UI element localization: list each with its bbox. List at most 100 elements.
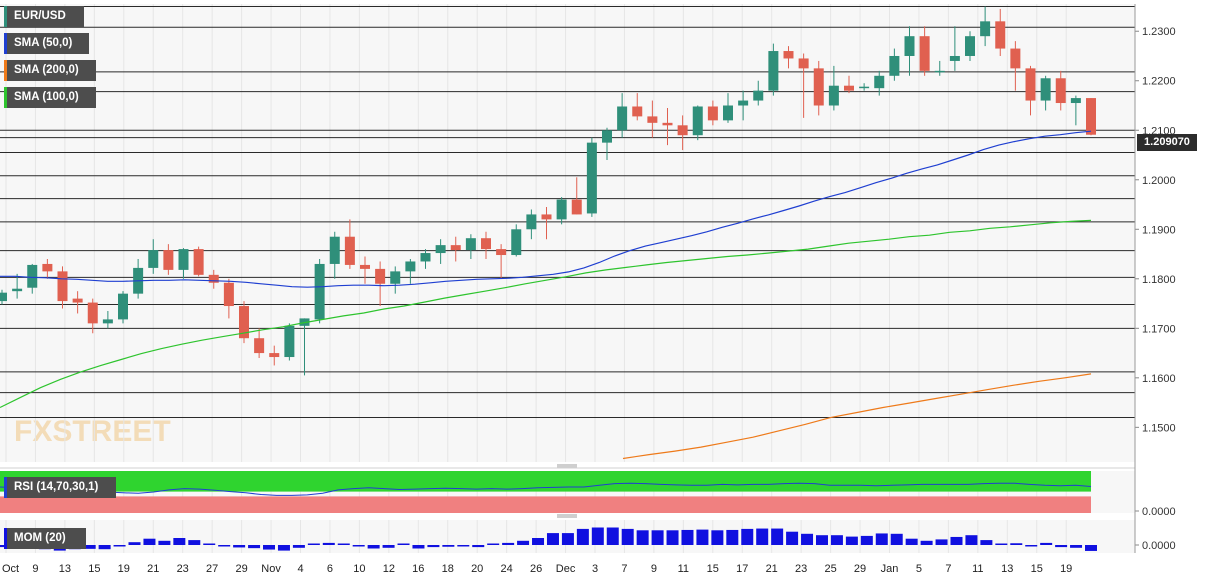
x-tick-label: 21	[147, 563, 159, 575]
mom-bar	[517, 540, 530, 545]
mom-bar	[472, 545, 485, 548]
candle-body	[1070, 98, 1081, 104]
candle-body	[965, 36, 975, 56]
y-tick-label: 1.1900	[1142, 224, 1176, 236]
mom-bar	[367, 545, 380, 549]
mom-bar	[263, 545, 276, 550]
legend-sma100[interactable]: SMA (100,0)	[4, 87, 96, 108]
mom-bar	[322, 542, 335, 545]
x-tick-label: 15	[707, 563, 719, 575]
y-tick-label: 1.2200	[1142, 76, 1176, 88]
candle-body	[118, 293, 128, 320]
candle-body	[102, 319, 113, 324]
mom-bar	[442, 545, 455, 547]
mom-bar	[113, 545, 126, 547]
mom-bar	[143, 538, 156, 545]
candle-body	[723, 105, 733, 121]
x-tick-label: 5	[916, 563, 922, 575]
candle-body	[632, 106, 643, 117]
candle-body	[617, 106, 628, 131]
candle-body	[193, 249, 204, 275]
candle-body	[1055, 78, 1066, 104]
mom-bar	[815, 535, 828, 545]
candle-body	[889, 55, 900, 76]
x-tick-label: 15	[1031, 563, 1043, 575]
candle-body	[269, 353, 280, 358]
mom-bar	[741, 528, 754, 545]
candle-body	[813, 68, 824, 106]
candle-body	[465, 238, 476, 251]
legend-rsi[interactable]: RSI (14,70,30,1)	[4, 477, 116, 498]
candle-body	[420, 253, 431, 262]
x-tick-label: Nov	[261, 563, 281, 575]
candle-body	[481, 238, 491, 250]
mom-bar	[0, 545, 6, 548]
mom-bar	[801, 533, 814, 545]
legend-symbol-label: EUR/USD	[14, 10, 66, 22]
candle-body	[526, 214, 537, 230]
mom-bar	[726, 529, 739, 545]
legend-sma50[interactable]: SMA (50,0)	[4, 33, 89, 54]
rsi-oversold-zone	[0, 496, 1091, 513]
mom-bar	[457, 545, 470, 547]
x-tick-label: 9	[651, 563, 657, 575]
fxstreet-watermark: FXSTREET	[14, 415, 171, 448]
mom-bar	[307, 543, 320, 545]
candle-body	[768, 51, 779, 91]
candle-body	[556, 199, 567, 220]
candle-body	[934, 70, 945, 73]
candle-body	[859, 86, 870, 89]
x-tick-label: 29	[235, 563, 247, 575]
mom-bar	[128, 542, 141, 545]
candle-body	[405, 261, 416, 272]
candle-body	[87, 302, 98, 324]
candle-body	[27, 264, 38, 288]
candle-body	[919, 36, 930, 71]
candle-body	[178, 249, 189, 270]
legend-sma200[interactable]: SMA (200,0)	[4, 60, 96, 81]
candle-body	[239, 306, 249, 339]
legend-rsi-label: RSI (14,70,30,1)	[14, 481, 99, 493]
x-tick-label: 26	[530, 563, 542, 575]
rsi-line	[0, 482, 1092, 496]
mom-bar	[397, 543, 410, 545]
legend-mom[interactable]: MOM (20)	[4, 528, 86, 549]
mom-bar	[666, 530, 679, 545]
last-price-tag: 1.209070	[1137, 134, 1197, 151]
sma200-line	[622, 373, 1092, 460]
mom-bar	[83, 545, 96, 549]
x-tick-label: 24	[501, 563, 513, 575]
y-tick-label: 1.1500	[1142, 422, 1176, 434]
mom-bar	[352, 545, 365, 547]
candle-body	[1010, 48, 1021, 69]
x-tick-label: 19	[118, 563, 130, 575]
candle-body	[738, 100, 749, 106]
candle-body	[647, 116, 658, 123]
legend-symbol[interactable]: EUR/USD	[4, 6, 84, 27]
x-tick-label: Oct	[2, 563, 19, 575]
panel-resize-handle	[557, 464, 577, 468]
candle-body	[0, 292, 7, 302]
mom-y-tick-label: 0.0000	[1142, 540, 1176, 552]
rsi-color-marker	[4, 477, 7, 498]
mom-bar	[950, 536, 963, 545]
candle-body	[949, 55, 960, 61]
candle-body	[208, 274, 219, 283]
y-tick-label: 1.2300	[1142, 26, 1176, 38]
mom-bar	[1085, 545, 1097, 551]
candle-body	[844, 85, 854, 91]
mom-bar	[995, 543, 1008, 545]
candle-body	[1040, 78, 1051, 101]
mom-bar	[248, 545, 261, 549]
candle-body	[707, 106, 718, 121]
mom-bar	[1040, 542, 1053, 545]
legend-sma200-label: SMA (200,0)	[14, 64, 79, 76]
mom-bar	[651, 530, 664, 545]
mom-bar	[875, 533, 888, 545]
candle-body	[980, 21, 991, 37]
candle-body	[662, 122, 673, 126]
x-tick-label: 11	[972, 563, 983, 575]
x-tick-label: 16	[412, 563, 424, 575]
candle-body	[163, 250, 174, 270]
